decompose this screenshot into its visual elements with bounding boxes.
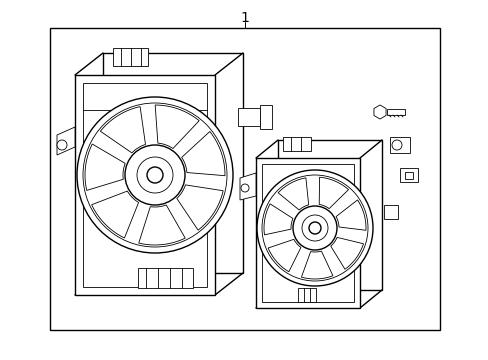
Polygon shape (75, 75, 215, 295)
Bar (238, 108, 260, 126)
Circle shape (83, 103, 226, 247)
Circle shape (241, 184, 248, 192)
Polygon shape (301, 251, 332, 279)
Polygon shape (256, 158, 359, 308)
Bar (260, 105, 271, 129)
Polygon shape (83, 83, 206, 287)
Circle shape (137, 157, 173, 193)
Polygon shape (262, 164, 353, 302)
Polygon shape (100, 107, 145, 153)
Polygon shape (264, 204, 292, 235)
Polygon shape (240, 173, 256, 200)
Bar (389, 137, 409, 153)
Circle shape (308, 222, 320, 234)
Polygon shape (103, 53, 243, 273)
Polygon shape (330, 237, 363, 269)
Bar (399, 168, 417, 182)
Circle shape (77, 97, 232, 253)
Bar (297, 288, 315, 302)
Polygon shape (319, 177, 348, 208)
Polygon shape (335, 200, 365, 230)
Circle shape (302, 215, 327, 241)
Circle shape (57, 140, 67, 150)
Circle shape (257, 170, 372, 286)
Bar (386, 109, 404, 115)
Circle shape (262, 175, 367, 281)
Circle shape (125, 145, 184, 205)
Bar (404, 172, 412, 179)
Bar (383, 205, 397, 219)
Polygon shape (278, 140, 381, 290)
Polygon shape (57, 127, 75, 155)
Text: 1: 1 (240, 11, 249, 25)
Bar (138, 268, 193, 288)
Polygon shape (373, 105, 385, 119)
Circle shape (391, 140, 401, 150)
Polygon shape (267, 239, 300, 272)
Polygon shape (91, 191, 138, 238)
Polygon shape (50, 28, 439, 330)
Polygon shape (278, 178, 308, 210)
Polygon shape (85, 144, 125, 190)
Polygon shape (182, 131, 224, 176)
Bar (113, 48, 148, 66)
Circle shape (292, 206, 336, 250)
Circle shape (147, 167, 163, 183)
Polygon shape (155, 105, 199, 149)
Polygon shape (139, 205, 185, 245)
Polygon shape (177, 185, 223, 230)
Bar (283, 137, 310, 151)
